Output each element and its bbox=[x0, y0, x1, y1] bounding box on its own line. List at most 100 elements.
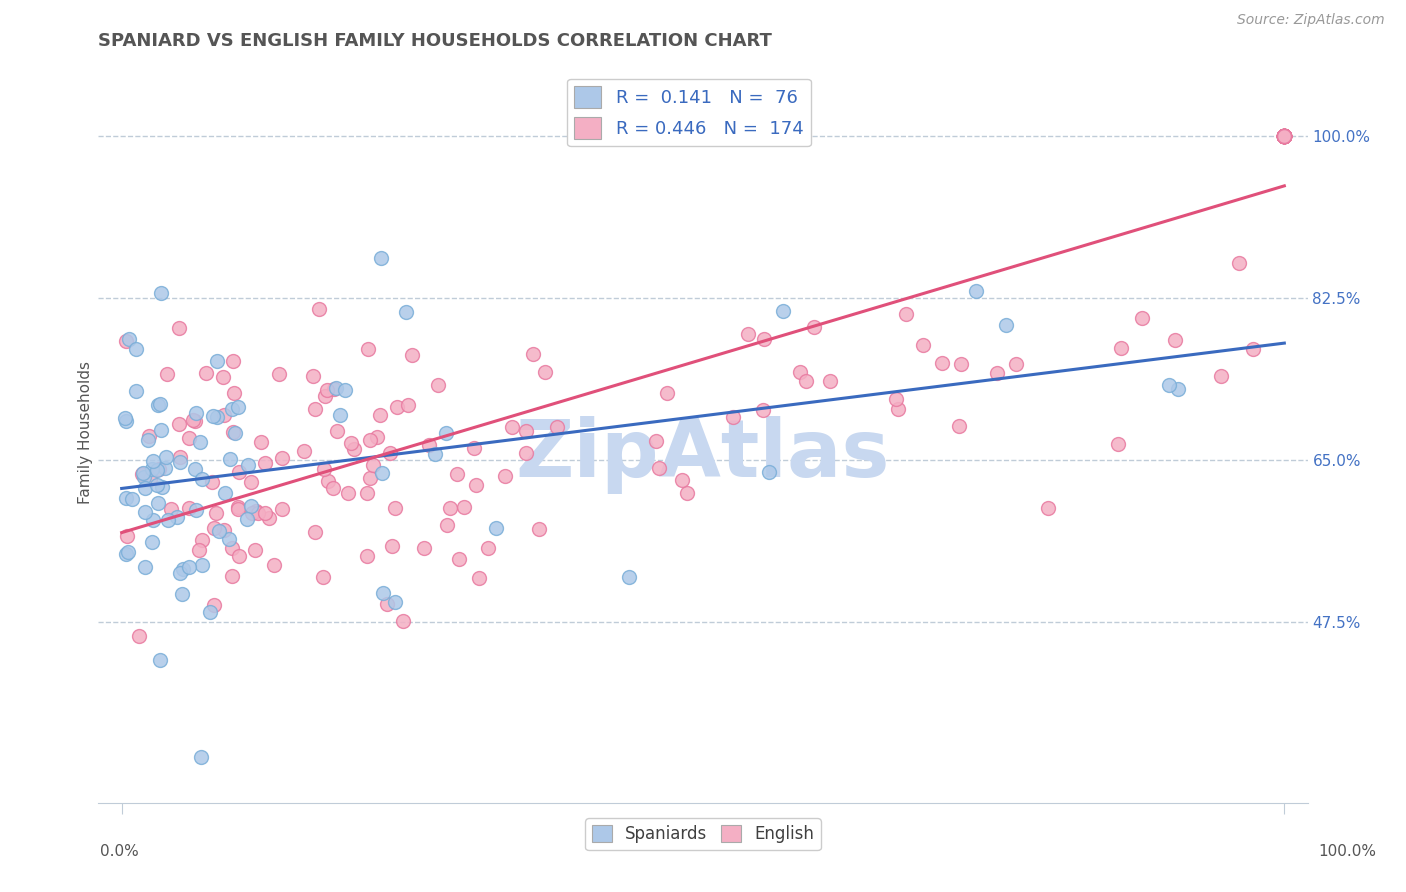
Point bbox=[226, 502, 249, 516]
Point bbox=[1272, 129, 1295, 144]
Point bbox=[337, 486, 360, 500]
Point bbox=[152, 480, 174, 494]
Point bbox=[221, 401, 243, 416]
Point bbox=[222, 386, 245, 401]
Point bbox=[965, 284, 987, 298]
Point bbox=[224, 425, 246, 440]
Point bbox=[465, 477, 488, 491]
Point bbox=[446, 467, 468, 481]
Point bbox=[1272, 129, 1295, 144]
Point bbox=[1272, 129, 1295, 144]
Point bbox=[246, 507, 269, 521]
Point bbox=[1272, 129, 1295, 144]
Point bbox=[1272, 129, 1295, 144]
Point bbox=[395, 305, 418, 319]
Point bbox=[1272, 129, 1295, 144]
Point bbox=[146, 496, 169, 510]
Point bbox=[322, 382, 344, 396]
Point bbox=[1272, 129, 1295, 144]
Point bbox=[434, 426, 457, 441]
Point bbox=[292, 444, 315, 458]
Point bbox=[1163, 334, 1185, 348]
Point bbox=[267, 368, 290, 382]
Point bbox=[1272, 129, 1295, 144]
Point bbox=[114, 411, 136, 425]
Point bbox=[1272, 129, 1295, 144]
Point bbox=[271, 502, 294, 516]
Point bbox=[436, 518, 458, 533]
Point bbox=[202, 598, 225, 612]
Point bbox=[134, 506, 156, 520]
Point bbox=[1209, 369, 1232, 384]
Point bbox=[1272, 129, 1295, 144]
Point bbox=[115, 334, 138, 349]
Point bbox=[191, 558, 214, 572]
Point bbox=[948, 418, 970, 433]
Point bbox=[534, 365, 557, 379]
Point bbox=[219, 451, 242, 466]
Point bbox=[145, 478, 167, 492]
Point bbox=[132, 470, 155, 484]
Point bbox=[789, 365, 811, 379]
Point bbox=[657, 385, 679, 400]
Point bbox=[253, 506, 276, 520]
Point bbox=[495, 469, 517, 483]
Point bbox=[204, 506, 226, 520]
Point bbox=[1241, 343, 1264, 357]
Point bbox=[515, 424, 537, 438]
Point bbox=[468, 571, 491, 585]
Point bbox=[121, 491, 143, 506]
Point bbox=[1272, 129, 1295, 144]
Point bbox=[371, 586, 394, 600]
Point bbox=[157, 513, 180, 527]
Point bbox=[136, 433, 159, 447]
Point bbox=[149, 397, 172, 411]
Text: Source: ZipAtlas.com: Source: ZipAtlas.com bbox=[1237, 13, 1385, 28]
Point bbox=[200, 605, 222, 619]
Point bbox=[1109, 341, 1132, 355]
Point bbox=[986, 366, 1008, 380]
Point bbox=[125, 342, 148, 356]
Point bbox=[356, 549, 378, 563]
Point bbox=[226, 400, 249, 414]
Point bbox=[212, 408, 235, 422]
Point bbox=[254, 456, 277, 470]
Point bbox=[326, 424, 349, 438]
Point bbox=[172, 587, 194, 601]
Point bbox=[439, 501, 461, 516]
Point bbox=[169, 455, 191, 469]
Point bbox=[339, 436, 361, 450]
Point bbox=[187, 543, 209, 558]
Point bbox=[148, 462, 170, 476]
Point bbox=[1272, 129, 1295, 144]
Point bbox=[375, 597, 398, 611]
Point bbox=[412, 541, 434, 555]
Point bbox=[1272, 129, 1295, 144]
Point bbox=[218, 532, 240, 546]
Point bbox=[721, 409, 744, 424]
Text: 0.0%: 0.0% bbox=[100, 845, 139, 859]
Point bbox=[184, 462, 207, 476]
Point bbox=[1272, 129, 1295, 144]
Point bbox=[172, 562, 194, 576]
Point bbox=[644, 434, 666, 449]
Point bbox=[149, 653, 172, 667]
Point bbox=[1130, 310, 1153, 325]
Point bbox=[263, 558, 285, 572]
Point bbox=[141, 535, 163, 549]
Point bbox=[363, 458, 385, 472]
Point bbox=[301, 369, 323, 384]
Point bbox=[950, 357, 973, 371]
Point bbox=[1272, 129, 1295, 144]
Point bbox=[1272, 129, 1295, 144]
Point bbox=[671, 473, 693, 487]
Point bbox=[316, 475, 339, 489]
Point bbox=[325, 380, 347, 394]
Point bbox=[1272, 129, 1295, 144]
Point bbox=[142, 454, 165, 468]
Point bbox=[221, 568, 243, 582]
Point bbox=[1272, 129, 1295, 144]
Point bbox=[1272, 129, 1295, 144]
Point bbox=[1272, 129, 1295, 144]
Point bbox=[1272, 129, 1295, 144]
